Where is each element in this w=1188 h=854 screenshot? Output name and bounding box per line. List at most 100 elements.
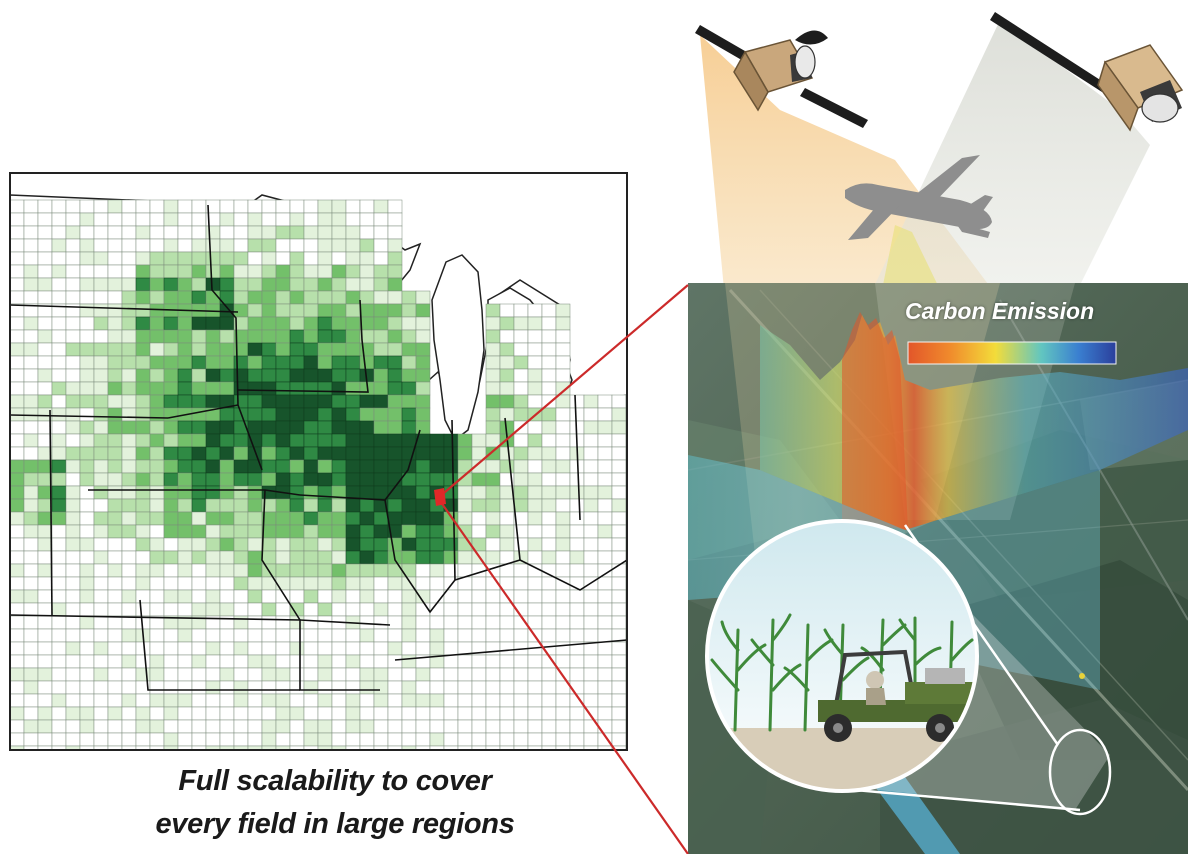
county-cell — [10, 732, 25, 747]
county-cell — [289, 576, 305, 591]
county-cell — [541, 329, 557, 344]
county-cell — [373, 238, 389, 253]
county-cell — [191, 251, 207, 266]
county-cell — [191, 563, 207, 578]
county-cell — [149, 394, 165, 409]
county-cell — [401, 407, 417, 422]
county-cell — [485, 550, 501, 565]
county-cell — [303, 303, 319, 318]
county-cell — [597, 615, 613, 630]
county-cell — [93, 277, 109, 292]
county-cell — [261, 342, 277, 357]
county-cell — [569, 745, 585, 750]
county-cell — [261, 355, 277, 370]
county-cell — [541, 459, 557, 474]
county-cell — [359, 615, 375, 630]
county-cell — [303, 329, 319, 344]
county-cell — [65, 459, 81, 474]
county-cell — [79, 355, 95, 370]
county-cell — [107, 589, 123, 604]
county-cell — [205, 680, 221, 695]
county-cell — [177, 238, 193, 253]
county-cell — [485, 394, 501, 409]
county-cell — [457, 446, 473, 461]
county-cell — [107, 381, 123, 396]
county-cell — [597, 602, 613, 617]
county-cell — [51, 589, 67, 604]
county-cell — [457, 628, 473, 643]
county-cell — [317, 589, 333, 604]
satellite-icon — [695, 25, 868, 128]
county-cell — [261, 628, 277, 643]
county-cell — [611, 407, 627, 422]
county-cell — [527, 511, 543, 526]
county-cell — [401, 732, 417, 747]
county-cell — [121, 290, 137, 305]
county-cell — [527, 303, 543, 318]
county-cell — [359, 212, 375, 227]
county-cell — [65, 693, 81, 708]
county-cell — [359, 511, 375, 526]
county-cell — [247, 641, 263, 656]
county-cell — [23, 667, 39, 682]
county-cell — [37, 537, 53, 552]
county-cell — [415, 745, 431, 750]
county-cell — [93, 576, 109, 591]
county-cell — [611, 719, 627, 734]
county-cell — [485, 381, 501, 396]
county-cell — [79, 589, 95, 604]
county-cell — [625, 524, 627, 539]
county-cell — [23, 394, 39, 409]
county-cell — [135, 602, 151, 617]
county-cell — [247, 342, 263, 357]
county-cell — [289, 394, 305, 409]
county-cell — [541, 511, 557, 526]
county-cell — [331, 368, 347, 383]
county-cell — [583, 602, 599, 617]
county-cell — [65, 251, 81, 266]
county-cell — [219, 329, 235, 344]
county-cell — [233, 680, 249, 695]
county-cell — [471, 706, 487, 721]
county-cell — [443, 745, 459, 750]
county-cell — [93, 459, 109, 474]
county-cell — [121, 615, 137, 630]
county-cell — [93, 550, 109, 565]
county-cell — [10, 329, 25, 344]
county-cell — [93, 589, 109, 604]
county-cell — [443, 537, 459, 552]
county-cell — [359, 264, 375, 279]
county-cell — [275, 641, 291, 656]
county-cell — [317, 459, 333, 474]
county-cell — [163, 355, 179, 370]
county-cell — [247, 693, 263, 708]
county-cell — [289, 251, 305, 266]
county-cell — [177, 290, 193, 305]
county-cell — [345, 238, 361, 253]
county-cell — [499, 641, 515, 656]
county-cell — [387, 537, 403, 552]
county-cell — [121, 199, 137, 214]
county-cell — [387, 381, 403, 396]
county-cell — [541, 615, 557, 630]
county-cell — [79, 511, 95, 526]
county-cell — [289, 381, 305, 396]
county-cell — [331, 719, 347, 734]
county-cell — [65, 563, 81, 578]
county-cell — [331, 420, 347, 435]
county-cell — [205, 225, 221, 240]
county-cell — [513, 550, 529, 565]
county-cell — [499, 342, 515, 357]
county-cell — [331, 433, 347, 448]
county-cell — [121, 719, 137, 734]
county-cell — [51, 342, 67, 357]
county-cell — [471, 485, 487, 500]
county-cell — [275, 394, 291, 409]
county-cell — [65, 537, 81, 552]
county-cell — [513, 316, 529, 331]
county-cell — [471, 628, 487, 643]
county-cell — [443, 693, 459, 708]
county-cell — [135, 355, 151, 370]
county-cell — [233, 381, 249, 396]
county-cell — [261, 732, 277, 747]
